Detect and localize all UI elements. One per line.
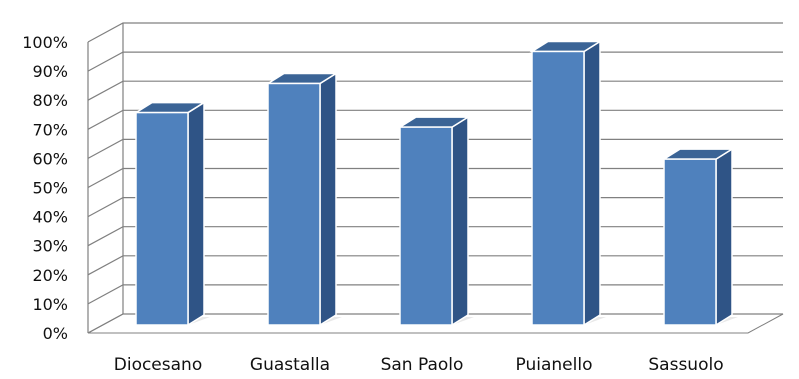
y-tick-label: 20%	[32, 266, 68, 285]
x-axis-categories: Diocesano Guastalla San Paolo Puianello Sass…	[114, 355, 724, 375]
chart-bars	[133, 40, 738, 327]
bar-front	[399, 126, 453, 326]
x-category-label: San Paolo	[381, 355, 464, 375]
gridline	[87, 80, 783, 101]
x-category-label: Sassuolo	[648, 355, 723, 375]
y-axis-ticks: 0% 10% 20% 30% 40% 50% 60% 70% 80% 90% 100%	[22, 33, 68, 343]
bar-side	[715, 147, 733, 327]
x-category-label: Puianello	[516, 355, 593, 375]
y-tick-label: 60%	[32, 149, 68, 168]
bar-side	[451, 115, 469, 327]
bar-diocesano	[133, 101, 210, 327]
y-tick-label: 90%	[32, 62, 68, 81]
bar-side	[583, 40, 601, 327]
gridline	[87, 51, 783, 72]
y-tick-label: 0%	[43, 324, 68, 343]
x-category-label: Guastalla	[250, 355, 330, 375]
bar-san-paolo	[397, 115, 474, 327]
gridline	[87, 22, 783, 43]
bar-sassuolo	[661, 147, 738, 327]
y-tick-label: 70%	[32, 120, 68, 139]
y-tick-label: 80%	[32, 91, 68, 110]
y-tick-label: 10%	[32, 295, 68, 314]
y-tick-label: 50%	[32, 179, 68, 198]
y-tick-label: 40%	[32, 208, 68, 227]
bar-guastalla	[265, 72, 342, 327]
bar-front	[531, 50, 585, 326]
bar-front	[267, 82, 321, 326]
bar-side	[187, 101, 205, 327]
bar-side	[319, 72, 337, 327]
bar-puianello	[529, 40, 606, 327]
y-tick-label: 30%	[32, 237, 68, 256]
x-category-label: Diocesano	[114, 355, 202, 375]
y-tick-label: 100%	[22, 33, 68, 52]
bar-front	[663, 158, 717, 326]
bar-front	[135, 111, 189, 326]
